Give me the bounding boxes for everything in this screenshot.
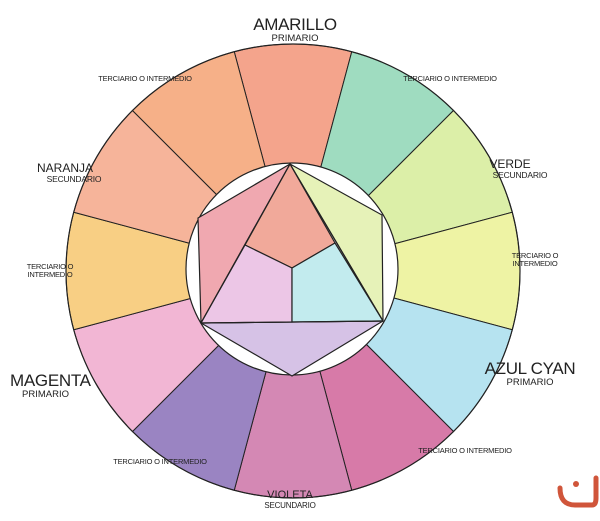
label-magenta: MAGENTA PRIMARIO <box>10 372 110 400</box>
label-tertiary-top-right: TERCIARIO O INTERMEDIO <box>403 74 497 83</box>
label-azul-cyan: AZUL CYAN PRIMARIO <box>470 360 590 388</box>
label-tertiary-left: TERCIARIO O INTERMEDIO <box>26 262 74 279</box>
label-tertiary-bottom-right: TERCIARIO O INTERMEDIO <box>418 446 512 455</box>
logo-icon <box>557 475 599 508</box>
label-type: SECUNDARIO <box>492 169 548 180</box>
logo-dot <box>573 481 579 487</box>
label-name: VERDE <box>489 157 531 171</box>
label-violeta: VIOLETA SECUNDARIO <box>245 489 335 510</box>
label-verde: VERDE SECUNDARIO <box>455 158 565 180</box>
outer-circle <box>65 43 521 499</box>
label-tertiary-right: TERCIARIO O INTERMEDIO <box>511 251 559 268</box>
main-triangle-outline <box>200 163 384 324</box>
inner-figure <box>197 163 384 377</box>
label-type: PRIMARIO <box>271 32 319 44</box>
label-type: PRIMARIO <box>22 388 69 400</box>
label-naranja: NARANJA SECUNDARIO <box>20 162 110 184</box>
label-name: AMARILLO <box>253 15 337 34</box>
label-name: VIOLETA <box>267 489 313 501</box>
label-name: MAGENTA <box>10 371 91 390</box>
wheel-segments <box>65 43 521 499</box>
label-type: SECUNDARIO <box>46 173 102 184</box>
label-type: PRIMARIO <box>506 376 554 388</box>
label-name: AZUL CYAN <box>484 359 576 378</box>
label-tertiary-bottom-left: TERCIARIO O INTERMEDIO <box>113 457 207 466</box>
label-type: SECUNDARIO <box>264 500 316 510</box>
label-name: NARANJA <box>36 161 93 175</box>
label-amarillo: AMARILLO PRIMARIO <box>220 16 370 44</box>
label-tertiary-top-left: TERCIARIO O INTERMEDIO <box>98 74 192 83</box>
